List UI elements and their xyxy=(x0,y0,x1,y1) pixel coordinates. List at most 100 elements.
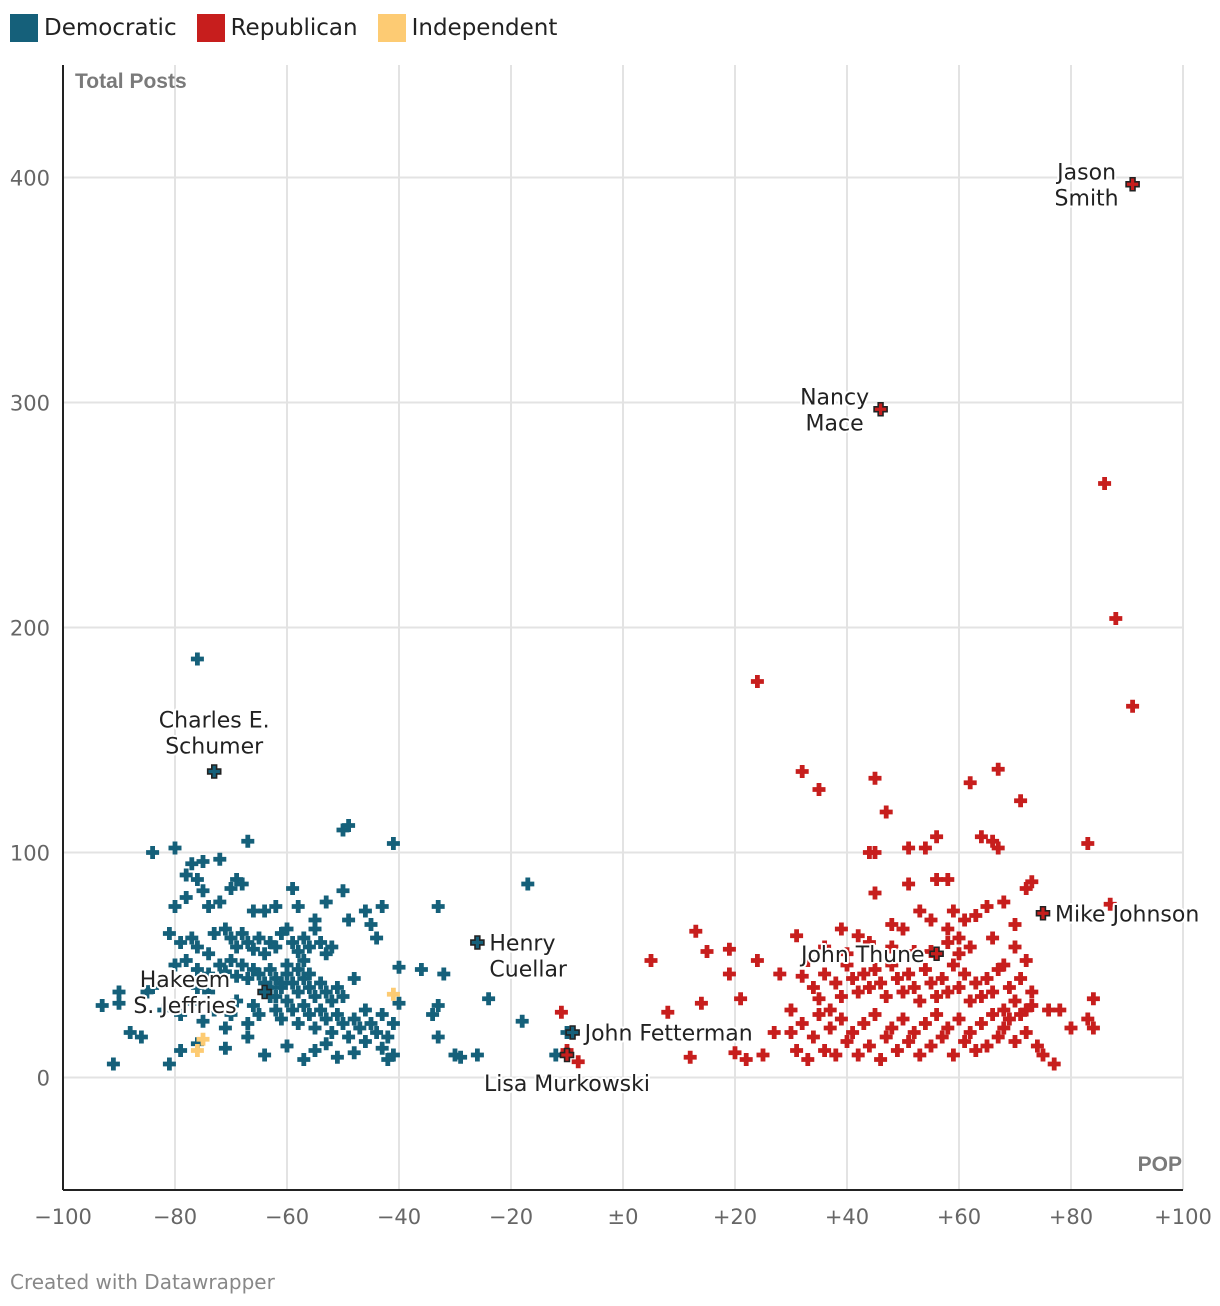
point-democratic xyxy=(230,969,244,983)
point-independent xyxy=(190,1044,204,1057)
y-tick-label: 300 xyxy=(10,392,50,416)
point-republican xyxy=(812,1008,826,1021)
point-democratic xyxy=(202,947,216,961)
point-republican xyxy=(907,981,921,994)
point-republican xyxy=(1025,875,1039,889)
point-democratic xyxy=(414,963,428,976)
point-independent xyxy=(196,1032,210,1046)
point-republican xyxy=(1098,477,1112,490)
point-republican xyxy=(1081,1012,1095,1026)
point-democratic xyxy=(146,846,160,859)
point-republican xyxy=(952,1012,966,1026)
point-republican xyxy=(930,1008,944,1021)
point-republican xyxy=(1008,918,1022,931)
point-democratic xyxy=(515,1014,529,1028)
point-democratic xyxy=(274,1012,288,1026)
point-democratic xyxy=(347,1046,361,1060)
point-democratic xyxy=(213,852,227,866)
y-tick-label: 400 xyxy=(10,167,50,191)
point-democratic xyxy=(381,1053,395,1066)
point-democratic xyxy=(190,1037,204,1051)
point-democratic xyxy=(269,900,283,913)
point-democratic xyxy=(286,936,300,949)
point-democratic xyxy=(314,976,328,990)
point-republican xyxy=(722,967,736,981)
point-democratic xyxy=(286,1003,300,1017)
point-republican xyxy=(857,967,871,981)
point-republican xyxy=(902,967,916,981)
point-democratic xyxy=(386,837,400,850)
point-republican xyxy=(980,972,994,985)
point-republican xyxy=(823,1003,837,1017)
point-republican xyxy=(868,963,882,976)
point-republican xyxy=(1025,999,1039,1012)
point-republican xyxy=(840,947,854,961)
highlight-point-mike-johnson xyxy=(1035,905,1051,921)
point-republican xyxy=(1053,1003,1067,1017)
point-democratic xyxy=(140,985,154,999)
point-democratic xyxy=(162,927,176,940)
annotation-nancy-mace: Mace xyxy=(806,411,864,436)
legend-swatch-democratic xyxy=(10,14,38,42)
point-republican xyxy=(963,940,977,954)
annotation-john-thune: John Thune xyxy=(799,943,925,968)
point-democratic xyxy=(190,963,204,976)
point-republican xyxy=(974,990,988,1003)
point-democratic xyxy=(123,1026,137,1039)
point-republican xyxy=(946,958,960,972)
point-democratic xyxy=(218,965,232,979)
point-democratic xyxy=(308,1044,322,1057)
point-democratic xyxy=(386,1017,400,1030)
point-democratic xyxy=(291,1017,305,1030)
legend-label-democratic: Democratic xyxy=(44,15,177,41)
point-democratic xyxy=(308,922,322,936)
point-democratic xyxy=(258,947,272,961)
point-republican xyxy=(924,1039,938,1053)
point-republican xyxy=(801,954,815,967)
point-republican xyxy=(823,1021,837,1035)
point-republican xyxy=(997,958,1011,972)
point-democratic xyxy=(381,1030,395,1044)
point-republican xyxy=(913,1048,927,1062)
point-democratic xyxy=(330,1008,344,1021)
highlight-point-henry-cuellar xyxy=(470,935,485,950)
point-republican xyxy=(974,830,988,844)
point-democratic xyxy=(454,1050,468,1064)
point-democratic xyxy=(196,855,210,868)
point-democratic xyxy=(269,972,283,985)
point-democratic xyxy=(431,999,445,1012)
point-republican xyxy=(997,895,1011,909)
point-democratic xyxy=(190,873,204,886)
point-democratic xyxy=(291,945,305,958)
point-republican xyxy=(885,1021,899,1035)
x-tick-label: +100 xyxy=(1154,1205,1212,1229)
point-democratic xyxy=(319,985,333,999)
legend-item-democratic: Democratic xyxy=(10,14,177,42)
point-republican xyxy=(728,1046,742,1060)
point-republican xyxy=(812,992,826,1006)
point-democratic xyxy=(549,1048,563,1062)
point-democratic xyxy=(162,1057,176,1071)
point-republican xyxy=(1019,954,1033,967)
highlight-point-john-thune xyxy=(929,946,944,962)
point-democratic xyxy=(258,976,272,990)
point-republican xyxy=(829,976,843,990)
point-democratic xyxy=(426,1008,440,1021)
point-democratic xyxy=(230,940,244,954)
point-republican xyxy=(1014,972,1028,985)
point-democratic xyxy=(291,963,305,976)
point-republican xyxy=(795,765,809,778)
point-republican xyxy=(644,954,658,967)
legend: Democratic Republican Independent xyxy=(10,14,557,42)
point-democratic xyxy=(302,967,316,981)
point-democratic xyxy=(336,823,350,837)
point-republican xyxy=(879,1030,893,1044)
point-democratic xyxy=(246,942,260,956)
point-democratic xyxy=(375,1041,389,1055)
point-republican xyxy=(913,904,927,918)
x-tick-label: −60 xyxy=(265,1205,309,1229)
point-democratic xyxy=(179,954,193,967)
point-democratic xyxy=(134,1030,148,1044)
point-republican xyxy=(1109,612,1123,625)
point-democratic xyxy=(202,900,216,913)
